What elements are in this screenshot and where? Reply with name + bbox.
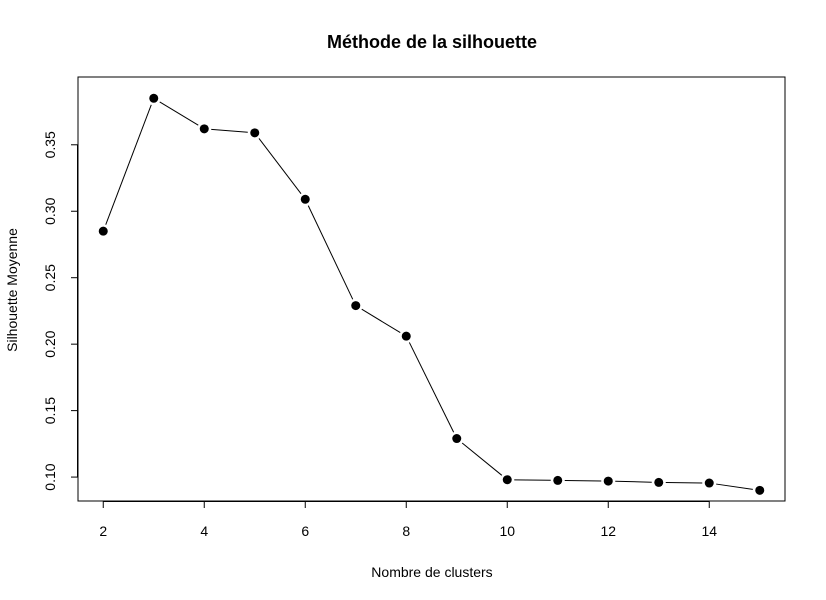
series-points-group [98, 93, 765, 495]
series-line-segment [615, 480, 652, 483]
series-line-segment [105, 104, 152, 225]
series-line-segment [307, 205, 354, 300]
x-axis: 2 4 6 8 10 12 14 [99, 501, 717, 539]
chart-title: Méthode de la silhouette [327, 32, 537, 52]
data-point [452, 434, 462, 444]
y-tick-label: 0.30 [42, 197, 58, 224]
data-point [553, 475, 563, 485]
x-tick-label: 6 [301, 523, 309, 539]
data-point [401, 331, 411, 341]
data-point [654, 477, 664, 487]
data-point [755, 485, 765, 495]
x-tick-label: 14 [701, 523, 717, 539]
y-tick-label: 0.25 [42, 264, 58, 291]
x-tick-label: 2 [99, 523, 107, 539]
series-line-segment [159, 101, 199, 126]
x-tick-label: 8 [402, 523, 410, 539]
y-tick-label: 0.20 [42, 330, 58, 357]
y-axis-label: Silhouette Moyenne [4, 228, 20, 352]
data-point [250, 128, 260, 138]
plot-frame [77, 76, 786, 502]
series-line-segment [461, 442, 503, 476]
data-point [704, 478, 714, 488]
y-tick-label: 0.35 [42, 131, 58, 158]
data-point [603, 476, 613, 486]
data-point [149, 93, 159, 103]
series-line-segment [408, 342, 455, 433]
series-line-segment [716, 483, 753, 490]
data-point [351, 301, 361, 311]
y-tick-label: 0.10 [42, 463, 58, 490]
series-line-group [105, 101, 753, 490]
x-tick-label: 12 [600, 523, 616, 539]
y-tick-label: 0.15 [42, 397, 58, 424]
series-line-segment [211, 128, 248, 133]
y-axis: 0.10 0.15 0.20 0.25 0.30 0.35 [42, 131, 78, 491]
x-tick-label: 10 [499, 523, 515, 539]
data-point [98, 226, 108, 236]
x-tick-label: 4 [200, 523, 208, 539]
data-point [199, 124, 209, 134]
data-point [502, 475, 512, 485]
data-point [300, 194, 310, 204]
x-axis-label: Nombre de clusters [371, 564, 492, 580]
series-line-segment [258, 138, 302, 195]
series-line-segment [361, 308, 401, 333]
